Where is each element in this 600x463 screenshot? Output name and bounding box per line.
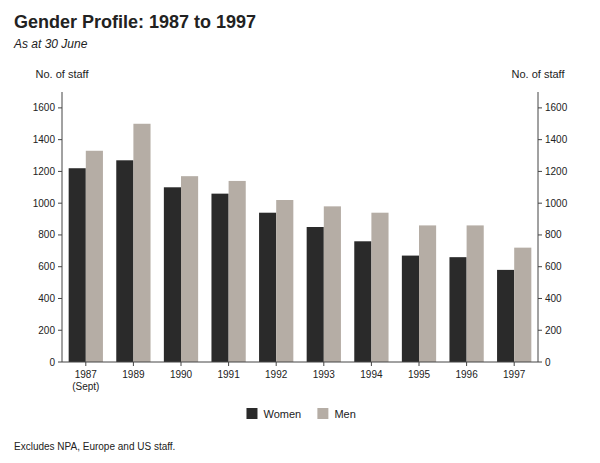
x-tick xyxy=(228,362,229,366)
y2-tick-label: 800 xyxy=(545,229,562,240)
bar xyxy=(164,187,181,362)
bar xyxy=(371,213,388,362)
y-tick xyxy=(58,107,62,108)
y-axis-label: No. of staff xyxy=(36,68,90,80)
y2-tick xyxy=(538,139,542,140)
x-tick-label: 1990 xyxy=(170,369,193,380)
y-tick xyxy=(58,234,62,235)
y-tick-label: 1600 xyxy=(33,102,56,113)
x-tick-label: 1993 xyxy=(313,369,336,380)
y-tick xyxy=(58,171,62,172)
x-tick-label: 1996 xyxy=(455,369,478,380)
y-tick-label: 400 xyxy=(38,293,55,304)
bars xyxy=(69,124,532,362)
bar xyxy=(497,270,514,362)
bar xyxy=(514,248,531,362)
chart: Gender Profile: 1987 to 1997 As at 30 Jun… xyxy=(0,0,600,463)
bar xyxy=(449,257,466,362)
y2-tick xyxy=(538,266,542,267)
x-tick-label: 1994 xyxy=(360,369,383,380)
y-tick-label: 0 xyxy=(49,357,55,368)
y2-tick-label: 400 xyxy=(545,293,562,304)
x-tick-label: 1992 xyxy=(265,369,288,380)
y2-tick-label: 1600 xyxy=(545,102,568,113)
y2-tick-label: 1200 xyxy=(545,166,568,177)
x-tick xyxy=(419,362,420,366)
legend-label: Women xyxy=(263,408,301,420)
y2-axis-label: No. of staff xyxy=(512,68,566,80)
x-tick xyxy=(514,362,515,366)
bar xyxy=(276,200,293,362)
x-tick-label: 1987(Sept) xyxy=(72,369,99,392)
y-tick xyxy=(58,266,62,267)
chart-container: Gender Profile: 1987 to 1997 As at 30 Jun… xyxy=(0,0,600,463)
bar xyxy=(259,213,276,362)
bar xyxy=(229,181,246,362)
bar xyxy=(86,151,103,362)
y-axis-line xyxy=(62,92,63,362)
y-tick xyxy=(58,203,62,204)
bar xyxy=(211,194,228,362)
y-tick-label: 800 xyxy=(38,229,55,240)
text-line: 1987 xyxy=(75,369,98,380)
bar xyxy=(133,124,150,362)
x-tick-label: 1997 xyxy=(503,369,526,380)
legend-swatch xyxy=(246,408,257,419)
y2-tick-label: 600 xyxy=(545,261,562,272)
bar xyxy=(69,168,86,362)
y-tick-label: 1000 xyxy=(33,198,56,209)
x-tick xyxy=(85,362,86,366)
y2-tick-label: 0 xyxy=(545,357,551,368)
y-tick xyxy=(58,298,62,299)
subtitle: As at 30 June xyxy=(13,37,88,51)
x-tick-label: 1991 xyxy=(217,369,240,380)
x-tick-label: 1995 xyxy=(408,369,431,380)
y2-tick xyxy=(538,171,542,172)
x-tick xyxy=(276,362,277,366)
bar xyxy=(181,176,198,362)
y2-tick xyxy=(538,234,542,235)
y-tick-label: 200 xyxy=(38,325,55,336)
legend: Women Men xyxy=(246,408,355,420)
y2-tick xyxy=(538,362,542,363)
legend-label: Men xyxy=(334,408,355,420)
title: Gender Profile: 1987 to 1997 xyxy=(14,12,256,32)
x-tick xyxy=(466,362,467,366)
legend-swatch xyxy=(317,408,328,419)
y2-tick-label: 1000 xyxy=(545,198,568,209)
bar xyxy=(467,225,484,362)
y2-tick-label: 1400 xyxy=(545,134,568,145)
bar xyxy=(116,160,133,362)
footnote: Excludes NPA, Europe and US staff. xyxy=(14,441,175,452)
y2-axis-line xyxy=(538,92,539,362)
y2-tick xyxy=(538,203,542,204)
y2-tick xyxy=(538,330,542,331)
x-tick xyxy=(133,362,134,366)
y-tick-label: 1200 xyxy=(33,166,56,177)
bar xyxy=(402,256,419,362)
y-tick-label: 600 xyxy=(38,261,55,272)
bar xyxy=(307,227,324,362)
y-tick xyxy=(58,362,62,363)
text-line: (Sept) xyxy=(72,381,99,392)
bar xyxy=(324,206,341,362)
y-tick xyxy=(58,139,62,140)
y-tick-label: 1400 xyxy=(33,134,56,145)
y-tick xyxy=(58,330,62,331)
x-tick-label: 1989 xyxy=(122,369,145,380)
x-tick xyxy=(181,362,182,366)
y2-tick xyxy=(538,298,542,299)
bar xyxy=(419,225,436,362)
x-tick xyxy=(371,362,372,366)
y2-tick-label: 200 xyxy=(545,325,562,336)
bar xyxy=(354,241,371,362)
x-tick xyxy=(323,362,324,366)
y2-tick xyxy=(538,107,542,108)
